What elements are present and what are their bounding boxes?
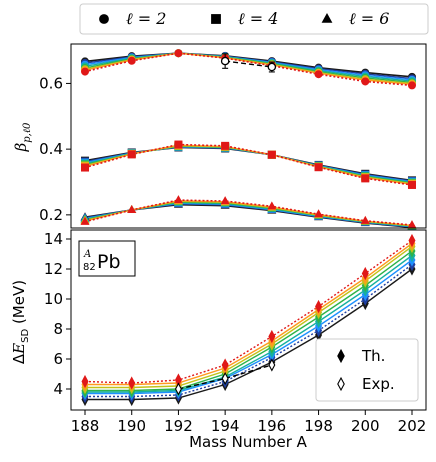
series-line-6 xyxy=(85,245,413,389)
x-tick-label: 202 xyxy=(398,417,427,435)
legend-theory-label: Th. xyxy=(361,347,385,365)
data-point-1-8-2 xyxy=(127,56,136,65)
legend-experiment-marker xyxy=(337,376,345,392)
data-point-2-8-8 xyxy=(407,180,416,189)
y-tick-label: 10 xyxy=(44,290,63,308)
data-point-8-4 xyxy=(221,358,229,372)
data-point-3-8-5 xyxy=(267,201,277,210)
experiment-point xyxy=(220,56,230,66)
nucleus-label-frame xyxy=(78,240,136,277)
legend-label-square: ℓ = 4 xyxy=(238,9,278,28)
data-point-3-8-4 xyxy=(220,196,230,205)
lower-legend: Th. Exp. xyxy=(315,338,419,402)
upper-panel-frame xyxy=(70,43,427,229)
x-tick-label: 200 xyxy=(351,417,380,435)
y-tick-label: 0.6 xyxy=(39,74,63,92)
data-point-8-2 xyxy=(128,376,136,390)
data-point-2-8-6 xyxy=(314,163,323,172)
data-point-3-8-7 xyxy=(360,215,370,224)
x-tick-label: 194 xyxy=(211,417,240,435)
data-point-2-8-4 xyxy=(221,141,230,150)
legend-label-circle: ℓ = 2 xyxy=(126,9,166,28)
legend-marker-triangle xyxy=(321,12,333,23)
top-legend: ℓ = 2 ℓ = 4 ℓ = 6 xyxy=(79,3,429,35)
series-line-1 xyxy=(85,268,413,401)
legend-label-triangle: ℓ = 6 xyxy=(349,9,389,28)
y-tick-label: 0.2 xyxy=(39,206,63,224)
data-point-2-8-2 xyxy=(127,150,136,159)
nucleus-label-mass: A xyxy=(83,249,91,260)
legend-marker-square xyxy=(211,14,221,24)
series-line-1-8 xyxy=(84,52,413,87)
series-line-7 xyxy=(85,242,413,386)
series-line-2-8 xyxy=(84,143,413,186)
upper-y-axis-label: βp,ℓ0 xyxy=(12,122,33,152)
x-tick-label: 188 xyxy=(71,417,100,435)
lower-panel: 4 6 8 10 12 14 188 190 192 194 196 198 200 202 ΔESD … xyxy=(10,229,427,451)
series-line-2 xyxy=(85,263,413,398)
legend-marker-circle xyxy=(99,14,109,24)
series-line-4 xyxy=(85,254,413,393)
data-point-8-5 xyxy=(268,329,276,344)
experiment-point xyxy=(221,371,229,386)
x-tick-label: 196 xyxy=(258,417,287,435)
lower-y-axis-label: ΔESD (MeV) xyxy=(10,280,31,364)
experiment-line xyxy=(178,364,273,390)
data-point-8-1 xyxy=(81,374,89,389)
nucleus-label-element: Pb xyxy=(97,251,121,273)
x-tick-label: 192 xyxy=(164,417,193,435)
data-point-2-8-1 xyxy=(81,163,90,172)
x-tick-label: 198 xyxy=(304,417,333,435)
data-point-3-8-3 xyxy=(173,195,183,204)
y-tick-label: 4 xyxy=(53,380,63,398)
y-tick-label: 8 xyxy=(53,320,63,338)
data-point-1-8-1 xyxy=(81,67,90,76)
series-line-3 xyxy=(85,259,413,395)
x-axis-label: Mass Number A xyxy=(189,433,308,451)
data-point-2-8-5 xyxy=(267,150,276,159)
data-point-8-6 xyxy=(315,299,323,314)
y-tick-label: 6 xyxy=(53,350,63,368)
data-point-8-8 xyxy=(408,233,416,248)
data-point-1-8-6 xyxy=(314,70,323,79)
data-point-8-7 xyxy=(361,266,369,281)
y-tick-label: 14 xyxy=(44,230,63,248)
x-tick-label: 190 xyxy=(117,417,146,435)
data-point-2-8-3 xyxy=(174,140,183,149)
legend-experiment-label: Exp. xyxy=(362,375,395,393)
lower-panel-frame xyxy=(70,229,427,411)
data-point-2-8-7 xyxy=(361,174,370,183)
upper-panel: 0.2 0.4 0.6 βp,ℓ0 xyxy=(12,43,427,231)
nucleus-label-charge: 82 xyxy=(83,262,96,273)
y-tick-label: 12 xyxy=(44,260,63,278)
data-point-1-8-8 xyxy=(407,81,416,90)
nucleus-label: A 82 Pb xyxy=(78,240,136,277)
data-point-3-8-1 xyxy=(80,216,90,225)
series-line-3-8 xyxy=(84,199,413,226)
experiment-point xyxy=(174,382,182,396)
top-legend-frame xyxy=(79,3,429,35)
y-tick-label: 0.4 xyxy=(39,140,63,158)
data-point-1-8-3 xyxy=(174,49,183,58)
data-point-1-8-7 xyxy=(361,77,370,86)
data-point-3-8-6 xyxy=(314,209,324,218)
legend-theory-marker xyxy=(337,348,345,364)
experiment-point xyxy=(267,62,277,72)
series-line-5 xyxy=(85,250,413,392)
data-point-3-8-2 xyxy=(127,204,137,214)
series-line-8 xyxy=(84,239,413,384)
experiment-point xyxy=(268,358,276,372)
